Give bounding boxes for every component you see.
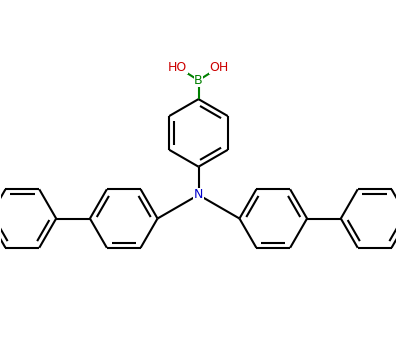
Text: HO: HO [168,61,187,74]
Text: N: N [194,189,203,201]
Text: OH: OH [210,61,229,74]
Text: B: B [194,74,203,87]
